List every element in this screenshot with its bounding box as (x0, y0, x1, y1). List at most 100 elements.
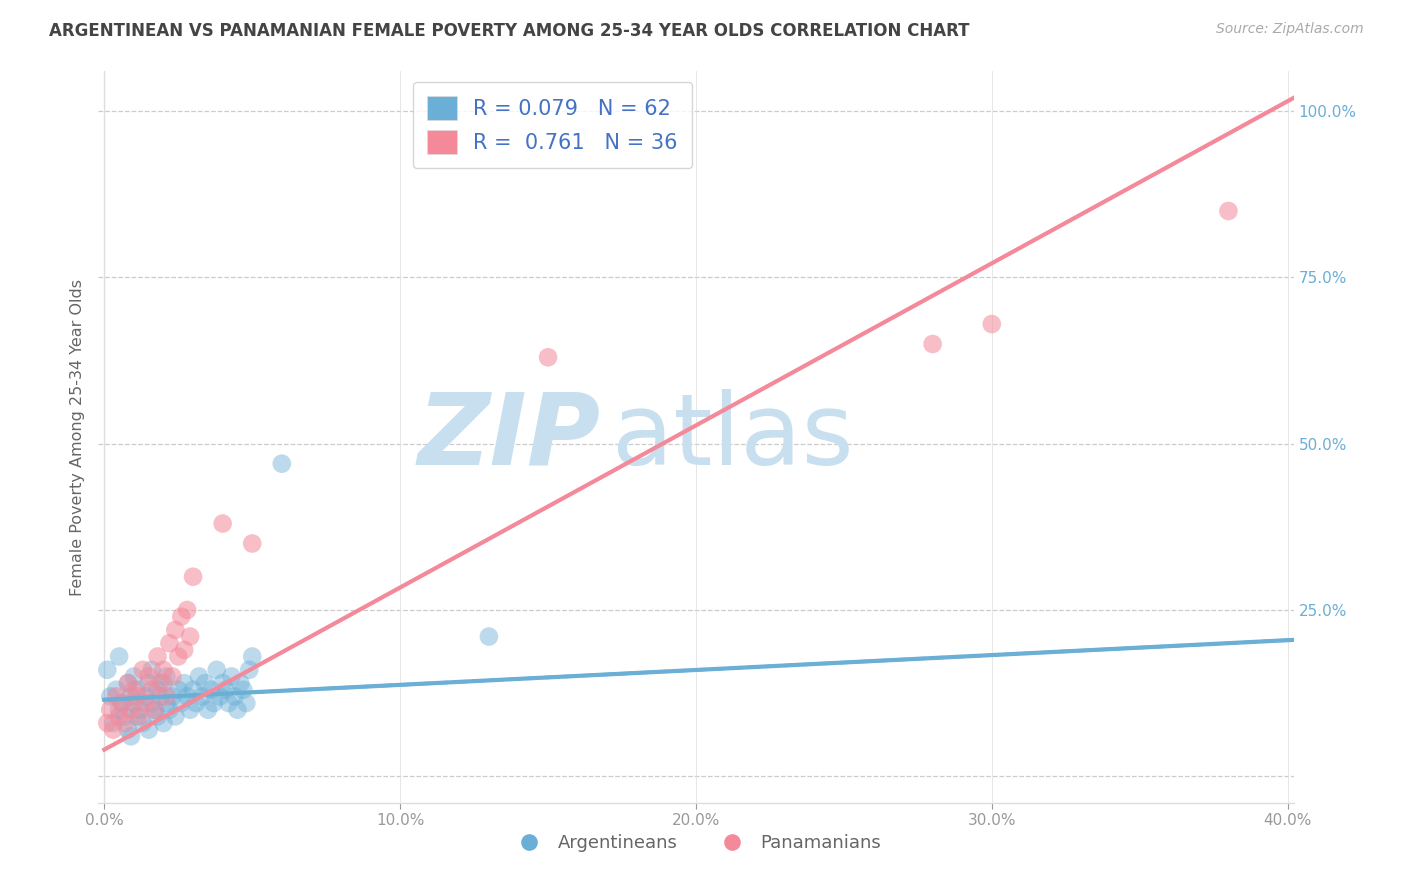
Point (122, 696, 145, 710)
Point (167, 649, 190, 664)
Point (135, 690, 157, 704)
Point (141, 696, 163, 710)
Point (114, 716, 136, 731)
Point (111, 696, 134, 710)
Point (98, 690, 121, 704)
Point (240, 649, 263, 664)
Point (103, 723, 125, 737)
Text: ARGENTINEAN VS PANAMANIAN FEMALE POVERTY AMONG 25-34 YEAR OLDS CORRELATION CHART: ARGENTINEAN VS PANAMANIAN FEMALE POVERTY… (49, 22, 970, 40)
Point (221, 669, 243, 683)
Point (173, 643, 195, 657)
Point (141, 663, 163, 677)
Point (96, 663, 118, 677)
Point (170, 609, 193, 624)
Point (132, 716, 155, 731)
Point (211, 676, 233, 690)
Point (191, 690, 214, 704)
Point (165, 709, 187, 723)
Point (105, 682, 128, 697)
Text: atlas: atlas (613, 389, 853, 485)
Point (240, 536, 263, 550)
Point (152, 676, 174, 690)
Point (152, 716, 174, 731)
Point (155, 696, 177, 710)
Point (176, 690, 198, 704)
Point (181, 570, 204, 584)
Point (114, 709, 136, 723)
Point (125, 682, 148, 697)
Point (980, 317, 1002, 331)
Point (146, 649, 169, 664)
Point (122, 669, 145, 683)
Point (105, 690, 128, 704)
Point (235, 696, 257, 710)
Point (157, 636, 180, 650)
Y-axis label: Female Poverty Among 25-34 Year Olds: Female Poverty Among 25-34 Year Olds (69, 278, 84, 596)
Point (149, 676, 172, 690)
Point (205, 663, 228, 677)
Point (202, 696, 225, 710)
Point (125, 709, 148, 723)
Point (120, 729, 142, 743)
Point (1218, 204, 1240, 219)
Text: ZIP: ZIP (418, 389, 600, 485)
Point (157, 703, 180, 717)
Point (478, 630, 501, 644)
Point (155, 669, 177, 683)
Point (117, 676, 139, 690)
Point (117, 676, 139, 690)
Point (179, 703, 201, 717)
Point (238, 663, 260, 677)
Point (146, 709, 169, 723)
Point (167, 682, 190, 697)
Point (194, 676, 217, 690)
Point (214, 682, 236, 697)
Text: Source: ZipAtlas.com: Source: ZipAtlas.com (1216, 22, 1364, 37)
Point (224, 690, 246, 704)
Point (98, 703, 121, 717)
Point (188, 669, 211, 683)
Point (128, 703, 150, 717)
Point (149, 690, 172, 704)
Point (270, 457, 292, 471)
Point (132, 663, 155, 677)
Point (165, 623, 187, 637)
Point (117, 723, 139, 737)
Point (179, 630, 201, 644)
Point (138, 723, 160, 737)
Point (108, 703, 131, 717)
Point (120, 703, 142, 717)
Point (111, 696, 134, 710)
Point (232, 682, 254, 697)
Point (143, 703, 166, 717)
Point (135, 696, 157, 710)
Point (146, 682, 169, 697)
Point (173, 676, 195, 690)
Point (141, 682, 163, 697)
Point (108, 709, 131, 723)
Point (197, 703, 219, 717)
Point (537, 351, 560, 365)
Point (128, 709, 150, 723)
Point (125, 690, 148, 704)
Point (96, 716, 118, 731)
Point (122, 682, 145, 697)
Point (921, 337, 943, 351)
Point (170, 696, 193, 710)
Point (162, 690, 184, 704)
Point (120, 690, 142, 704)
Point (162, 669, 184, 683)
Point (208, 690, 231, 704)
Point (108, 649, 131, 664)
Point (152, 663, 174, 677)
Point (226, 703, 249, 717)
Point (218, 696, 240, 710)
Point (103, 716, 125, 731)
Point (200, 682, 222, 697)
Point (181, 682, 204, 697)
Point (211, 516, 233, 531)
Point (138, 676, 160, 690)
Legend: Argentineans, Panamanians: Argentineans, Panamanians (503, 827, 889, 860)
Point (176, 603, 198, 617)
Point (143, 703, 166, 717)
